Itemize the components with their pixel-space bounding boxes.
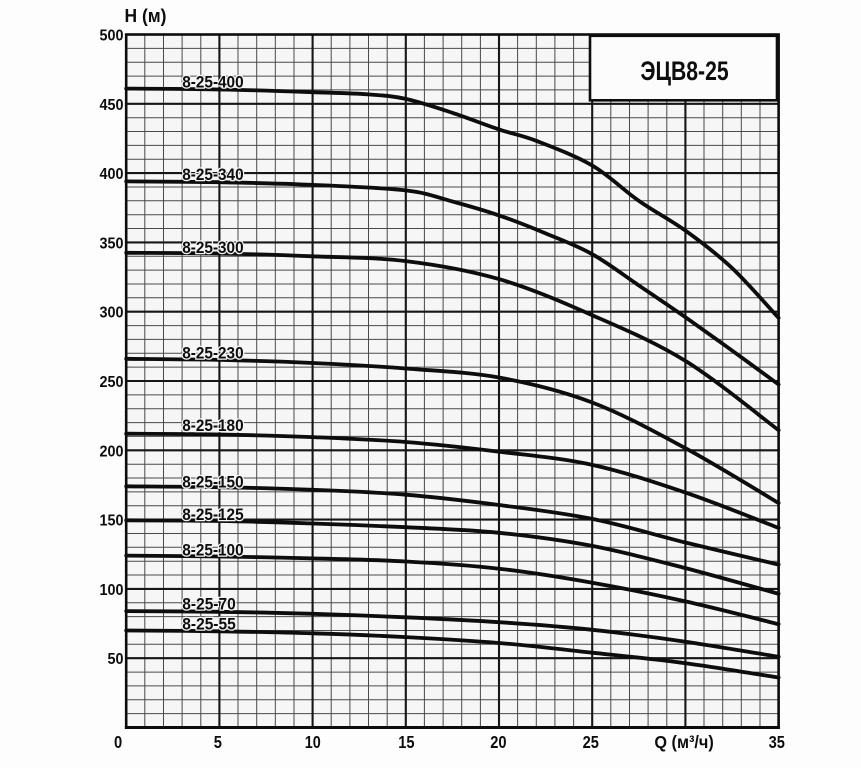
svg-text:250: 250 bbox=[100, 374, 124, 391]
svg-text:150: 150 bbox=[100, 513, 124, 530]
svg-text:8-25-400: 8-25-400 bbox=[182, 73, 243, 91]
svg-text:350: 350 bbox=[100, 235, 124, 252]
svg-text:400: 400 bbox=[100, 166, 124, 183]
svg-text:20: 20 bbox=[490, 732, 506, 752]
svg-text:450: 450 bbox=[100, 97, 124, 114]
svg-text:15: 15 bbox=[398, 732, 415, 752]
svg-text:8-25-100: 8-25-100 bbox=[182, 541, 243, 559]
svg-text:5: 5 bbox=[214, 732, 223, 752]
svg-text:35: 35 bbox=[769, 732, 786, 752]
svg-text:8-25-300: 8-25-300 bbox=[182, 239, 243, 257]
svg-text:8-25-125: 8-25-125 bbox=[182, 506, 243, 524]
svg-text:25: 25 bbox=[583, 732, 600, 752]
svg-text:100: 100 bbox=[100, 582, 124, 599]
svg-text:Q (м³/ч): Q (м³/ч) bbox=[654, 732, 713, 752]
svg-text:8-25-55: 8-25-55 bbox=[182, 615, 235, 633]
svg-text:8-25-230: 8-25-230 bbox=[182, 345, 243, 363]
svg-text:500: 500 bbox=[100, 28, 124, 45]
svg-text:8-25-150: 8-25-150 bbox=[182, 474, 243, 492]
svg-text:0: 0 bbox=[114, 732, 122, 752]
svg-text:8-25-180: 8-25-180 bbox=[182, 417, 243, 435]
svg-text:8-25-70: 8-25-70 bbox=[182, 595, 235, 613]
svg-text:ЭЦВ8-25: ЭЦВ8-25 bbox=[640, 56, 728, 86]
svg-text:200: 200 bbox=[100, 443, 124, 460]
svg-text:50: 50 bbox=[108, 651, 124, 668]
svg-text:10: 10 bbox=[305, 732, 321, 752]
svg-text:H (м): H (м) bbox=[125, 6, 167, 26]
svg-text:300: 300 bbox=[100, 305, 124, 322]
svg-text:8-25-340: 8-25-340 bbox=[182, 166, 243, 184]
